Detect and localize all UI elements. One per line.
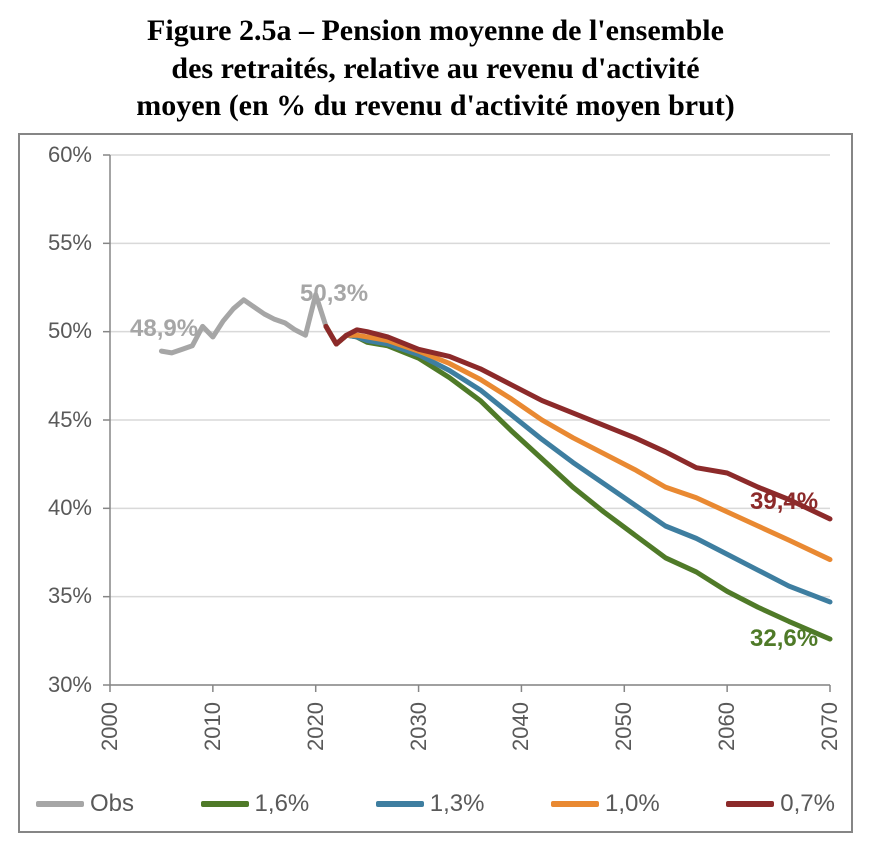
- series-line-s13: [326, 326, 830, 602]
- x-axis-label: 2010: [200, 702, 226, 751]
- legend-label: 1,6%: [255, 790, 310, 818]
- x-axis-label: 2050: [611, 702, 637, 751]
- legend-swatch: [201, 801, 249, 807]
- x-axis-label: 2020: [303, 702, 329, 751]
- data-label: 50,3%: [300, 280, 368, 308]
- chart-frame: 30% 35% 40% 45% 50% 55% 60% 2000 2010 2020 2030 20…: [18, 133, 853, 833]
- title-line-1: Figure 2.5a – Pension moyenne de l'ensem…: [147, 14, 724, 47]
- y-axis-label: 50%: [48, 318, 92, 344]
- figure-container: Figure 2.5a – Pension moyenne de l'ensem…: [0, 0, 871, 854]
- legend-swatch: [376, 801, 424, 807]
- legend-label: 1,0%: [605, 790, 660, 818]
- legend-swatch: [726, 801, 774, 807]
- x-axis-label: 2070: [817, 702, 843, 751]
- legend-swatch: [36, 801, 84, 807]
- chart-svg: [110, 155, 830, 685]
- y-axis-label: 55%: [48, 230, 92, 256]
- x-axis-label: 2060: [714, 702, 740, 751]
- data-label: 39,4%: [750, 488, 818, 516]
- legend-item-s16: 1,6%: [201, 790, 310, 818]
- plot-area: [110, 155, 830, 685]
- legend-item-s10: 1,0%: [551, 790, 660, 818]
- x-axis-labels: 20002010202020302040205020602070: [110, 690, 830, 775]
- data-label: 32,6%: [750, 625, 818, 653]
- legend-swatch: [551, 801, 599, 807]
- y-axis-label: 30%: [48, 672, 92, 698]
- legend-item-s13: 1,3%: [376, 790, 485, 818]
- legend-item-s07: 0,7%: [726, 790, 835, 818]
- legend-label: Obs: [90, 790, 134, 818]
- x-axis-label: 2040: [508, 702, 534, 751]
- title-line-2: des retraités, relative au revenu d'acti…: [171, 52, 699, 85]
- series-line-s16: [326, 326, 830, 639]
- legend-label: 0,7%: [780, 790, 835, 818]
- legend-item-obs: Obs: [36, 790, 134, 818]
- x-axis-label: 2030: [406, 702, 432, 751]
- y-axis-label: 60%: [48, 142, 92, 168]
- x-axis-label: 2000: [97, 702, 123, 751]
- legend-label: 1,3%: [430, 790, 485, 818]
- y-axis-label: 35%: [48, 583, 92, 609]
- series-line-s10: [326, 326, 830, 559]
- y-axis-labels: 30%35%40%45%50%55%60%: [20, 155, 100, 685]
- legend: Obs 1,6% 1,3% 1,0% 0,7%: [30, 785, 841, 823]
- y-axis-label: 40%: [48, 495, 92, 521]
- title-line-3: moyen (en % du revenu d'activité moyen b…: [136, 89, 735, 122]
- chart-title: Figure 2.5a – Pension moyenne de l'ensem…: [18, 12, 853, 125]
- y-axis-label: 45%: [48, 407, 92, 433]
- data-label: 48,9%: [130, 315, 198, 343]
